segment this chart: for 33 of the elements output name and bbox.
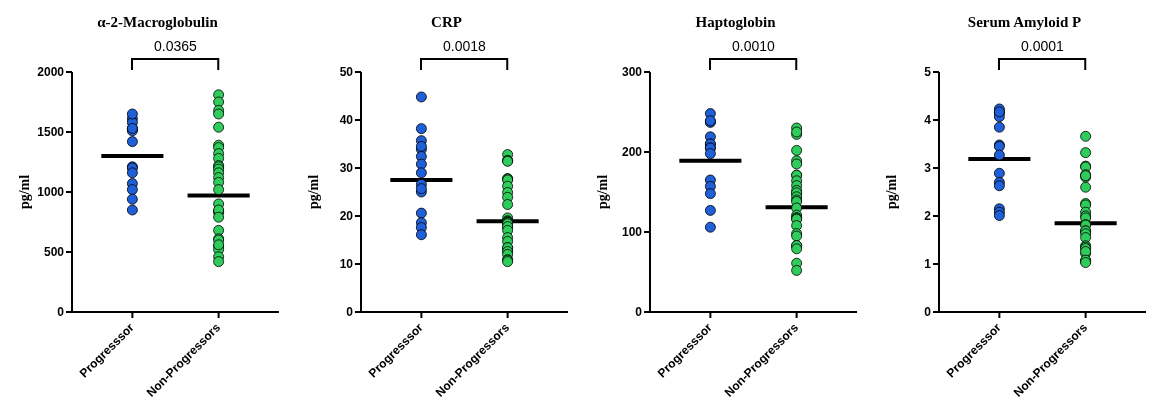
text: 0.0010	[731, 38, 776, 54]
y-tick-label: 50	[339, 65, 354, 80]
y-tick-label: 3	[924, 161, 932, 176]
text: 0.0365	[153, 38, 198, 54]
y-tick-label: 0	[924, 305, 932, 320]
y-tick-label: 500	[43, 245, 65, 260]
y-tick-label: 0	[57, 305, 65, 320]
y-tick-label: 5	[924, 65, 932, 80]
chart-title: Serum Amyloid P	[966, 14, 1083, 31]
y-axis-title: pg/ml	[883, 174, 899, 210]
y-axis-title: pg/ml	[305, 174, 321, 210]
y-tick-label: 100	[621, 225, 643, 240]
y-tick-label: 30	[339, 161, 354, 176]
y-tick-label: 20	[339, 209, 354, 224]
text: 0.0018	[442, 38, 487, 54]
y-tick-label: 200	[621, 145, 643, 160]
y-tick-label: 2000	[37, 65, 65, 80]
text: 0.0001	[1020, 38, 1065, 54]
chart-title: α-2-Macroglobulin	[96, 14, 219, 31]
y-tick-label: 0	[346, 305, 354, 320]
y-tick-label: 300	[621, 65, 643, 80]
y-tick-label: 4	[924, 113, 932, 128]
chart-title: CRP	[430, 14, 463, 31]
y-tick-label: 10	[339, 257, 354, 272]
y-axis-title: pg/ml	[16, 174, 32, 210]
y-tick-label: 1	[924, 257, 932, 272]
y-tick-label: 0	[635, 305, 643, 320]
chart-title: Haptoglobin	[694, 14, 777, 31]
y-tick-label: 1500	[37, 125, 65, 140]
y-tick-label: 1000	[37, 185, 65, 200]
y-tick-label: 2	[924, 209, 932, 224]
y-axis-title: pg/ml	[594, 174, 610, 210]
y-tick-label: 40	[339, 113, 354, 128]
